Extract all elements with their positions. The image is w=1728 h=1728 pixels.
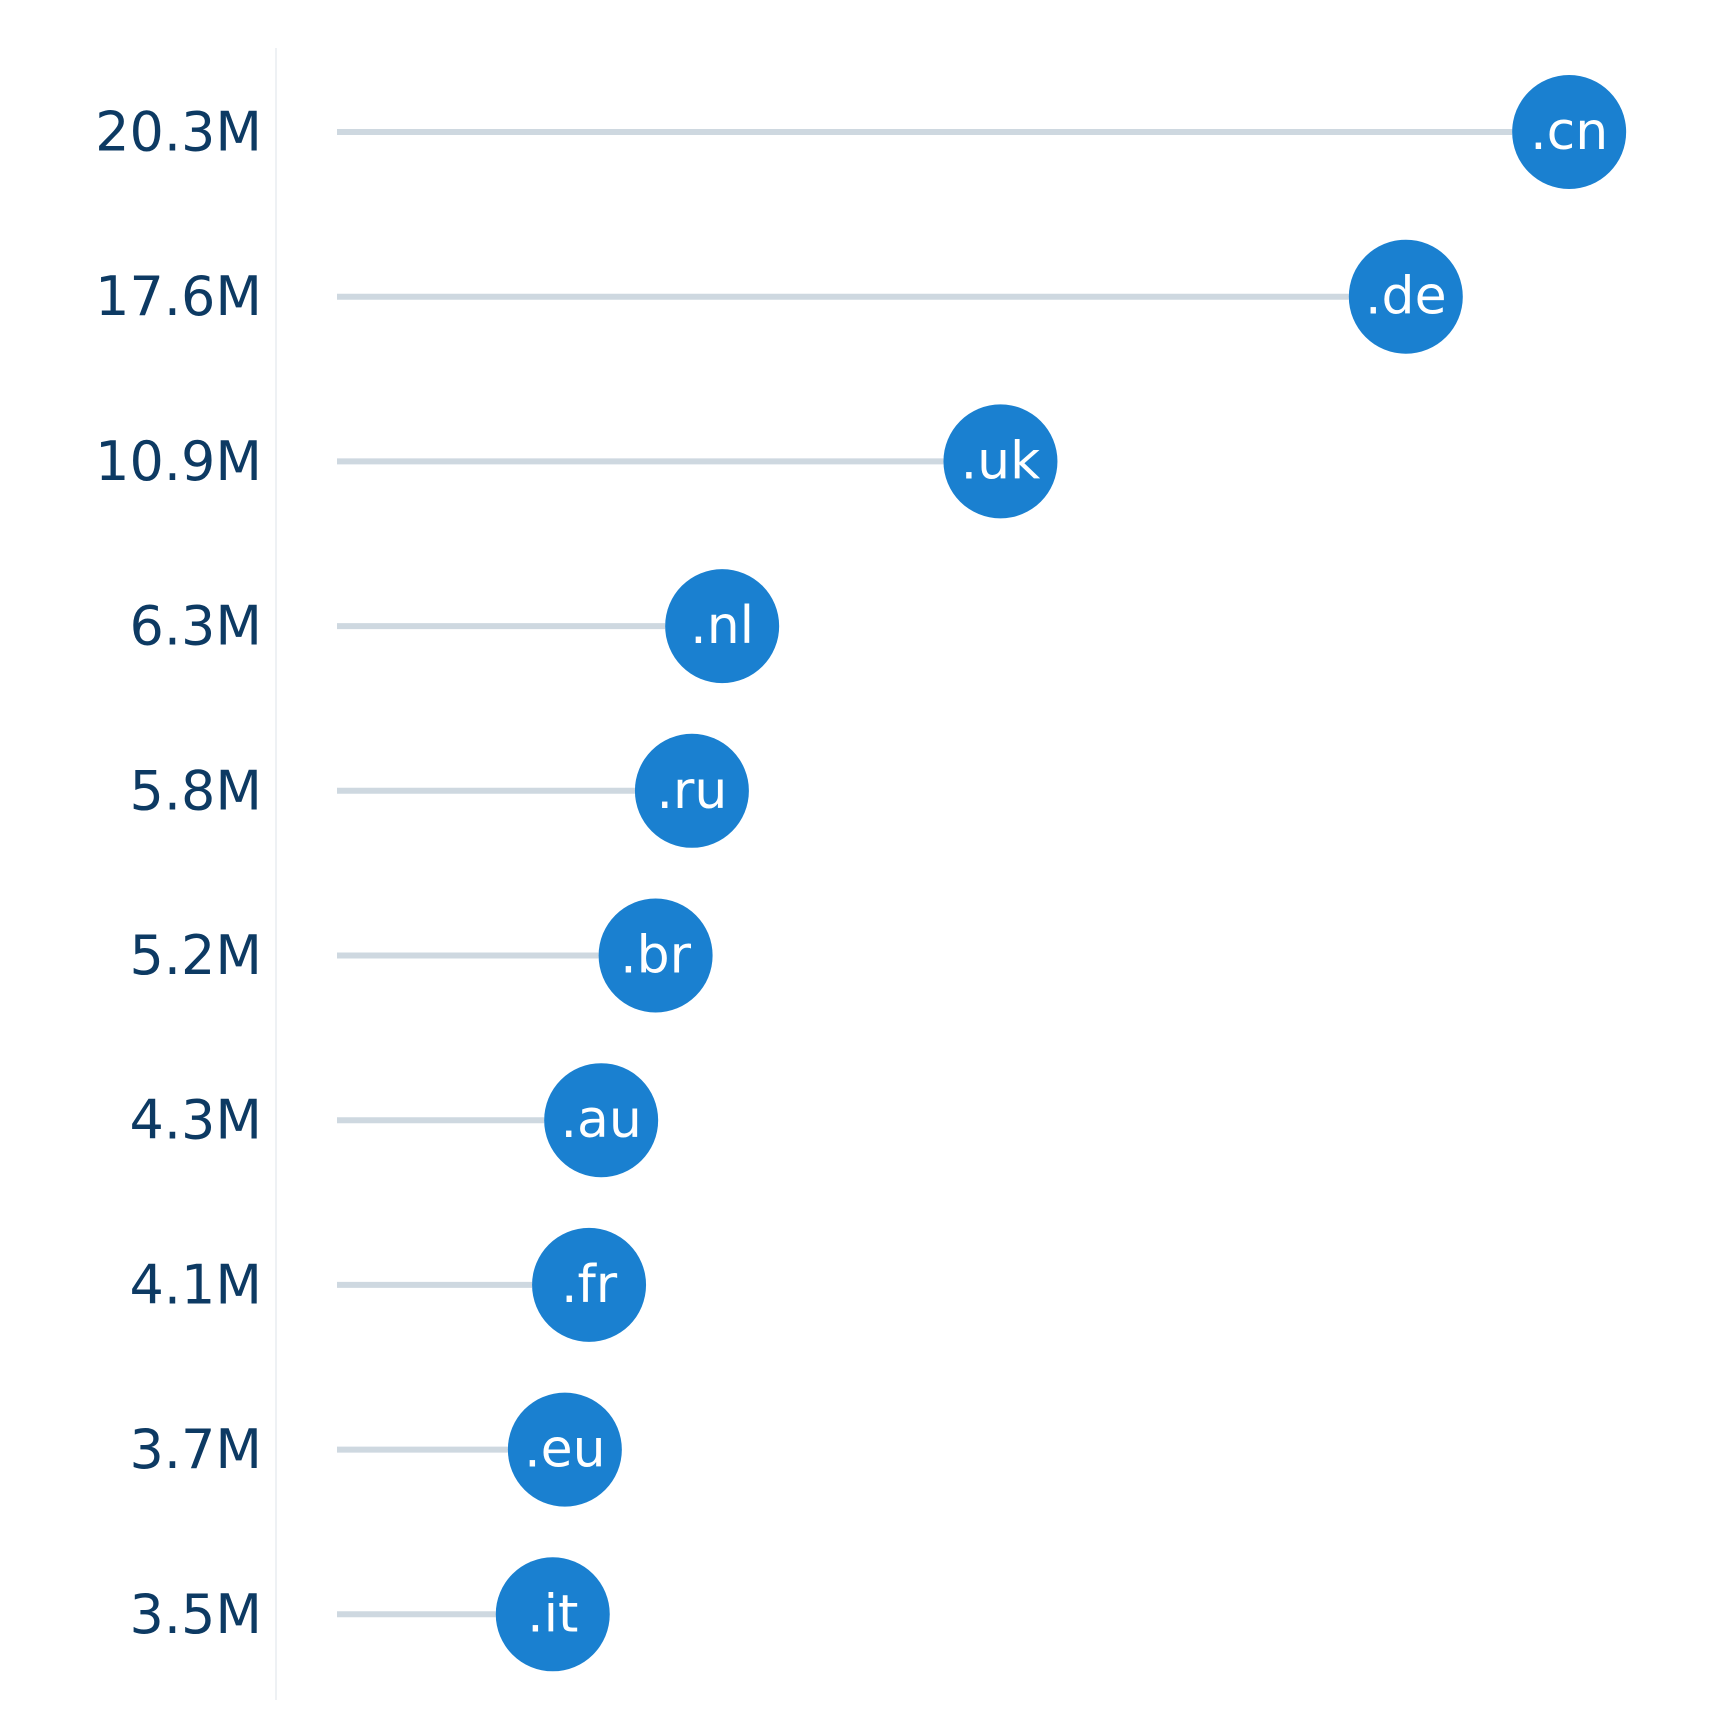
category-label: .cn <box>1530 102 1608 162</box>
lollipop-marker <box>1512 75 1627 189</box>
category-label: .ru <box>656 761 727 821</box>
y-tick-label: 5.8M <box>130 759 262 822</box>
y-tick-label: 3.5M <box>130 1583 262 1646</box>
lollipop-marker <box>495 1557 610 1672</box>
lollipop-row: 3.5M .it <box>130 1557 610 1672</box>
category-label: .it <box>527 1584 578 1644</box>
y-tick-label: 4.1M <box>130 1253 262 1316</box>
lollipop-marker <box>507 1392 622 1507</box>
lollipop-row: 4.1M .fr <box>130 1227 647 1342</box>
lollipop-row: 5.8M .ru <box>130 733 749 848</box>
lollipop-marker <box>532 1227 647 1342</box>
lollipop-marker <box>598 898 713 1013</box>
category-label: .fr <box>561 1255 618 1315</box>
y-tick-label: 20.3M <box>95 101 262 164</box>
category-label: .de <box>1365 267 1447 327</box>
lollipop-row: 17.6M .de <box>95 239 1463 354</box>
y-tick-label: 4.3M <box>130 1089 262 1152</box>
lollipop-marker <box>634 733 749 848</box>
y-tick-label: 17.6M <box>95 265 262 328</box>
lollipop-marker <box>943 404 1058 519</box>
y-tick-label: 10.9M <box>95 430 262 493</box>
category-label: .br <box>620 926 692 986</box>
y-tick-label: 6.3M <box>130 595 262 658</box>
category-label: .eu <box>524 1420 605 1480</box>
category-label: .au <box>560 1090 641 1150</box>
lollipop-row: 4.3M .au <box>130 1063 659 1178</box>
lollipop-row: 3.7M .eu <box>130 1392 622 1507</box>
lollipop-row: 20.3M .cn <box>95 75 1627 189</box>
lollipop-marker <box>544 1063 659 1178</box>
lollipop-row: 6.3M .nl <box>130 569 780 684</box>
lollipop-marker <box>1348 239 1463 354</box>
lollipop-row: 5.2M .br <box>130 898 713 1013</box>
category-label: .uk <box>961 431 1041 491</box>
category-label: .nl <box>690 596 754 656</box>
lollipop-row: 10.9M .uk <box>95 404 1058 519</box>
lollipop-marker <box>665 569 780 684</box>
y-tick-label: 3.7M <box>130 1418 262 1481</box>
y-tick-label: 5.2M <box>130 924 262 987</box>
